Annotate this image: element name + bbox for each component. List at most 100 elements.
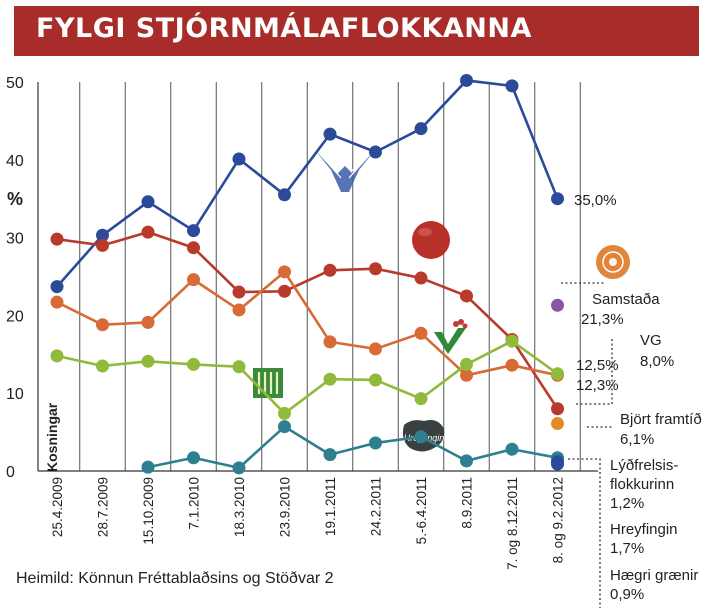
data-point: [551, 402, 564, 416]
framsokn-logo-icon: [253, 368, 283, 398]
data-point: [460, 357, 473, 371]
label-bjort-framtid: Björt framtíð: [620, 411, 702, 428]
vg-logo-icon: [434, 319, 468, 354]
label-d-value: 35,0%: [574, 192, 617, 209]
label-vg: VG: [640, 332, 662, 349]
series-line: [56, 339, 559, 415]
data-point: [187, 224, 200, 238]
data-point: [232, 285, 246, 299]
series-line: [56, 270, 558, 377]
y-tick-label: 20: [6, 308, 24, 325]
x-tick-label: 19.1.2011: [323, 477, 338, 536]
data-point: [551, 192, 564, 206]
series-group: [50, 73, 564, 475]
data-point: [369, 436, 382, 450]
label-value-125: 12,5%: [576, 357, 619, 374]
data-point: [278, 188, 291, 202]
red-ball-logo-icon: [412, 221, 450, 259]
series-line: [56, 230, 559, 410]
data-point: [141, 354, 155, 368]
data-point: [278, 284, 291, 298]
data-point: [414, 430, 428, 444]
data-point: [551, 367, 564, 381]
y-tick-label: 10: [6, 386, 24, 403]
label-hreyfingin: Hreyfingin: [610, 521, 678, 538]
label-hreyfingin-value: 1,7%: [610, 540, 644, 557]
chart-title: FYLGI STJÓRNMÁLAFLOKKANNA: [36, 13, 532, 44]
data-point: [323, 448, 337, 462]
data-point: [278, 420, 291, 434]
x-tick-label: 18.3.2010: [232, 477, 247, 537]
data-point: [232, 303, 246, 317]
y-tick-label: 40: [6, 153, 24, 170]
data-point: [141, 460, 155, 474]
data-point: [323, 263, 337, 277]
x-tick-label: 5.-6.4.2011: [414, 477, 429, 544]
label-value-123: 12,3%: [576, 377, 619, 394]
data-point: [460, 368, 473, 382]
data-point: [505, 442, 519, 456]
data-point: [141, 195, 155, 209]
data-point: [50, 232, 64, 246]
data-point: [414, 392, 428, 406]
source-note: Heimild: Könnun Fréttablaðsins og Stöðva…: [16, 570, 334, 587]
data-point: [414, 271, 428, 285]
extra-point: [551, 298, 564, 312]
y-tick-labels: 0 10 20 30 40 50: [6, 75, 24, 481]
x-tick-label: 24.2.2011: [369, 477, 384, 536]
data-point: [50, 295, 64, 309]
x-tick-label: 23.9.2010: [278, 477, 293, 537]
extra-point: [551, 457, 564, 471]
data-point: [505, 79, 519, 93]
kosningar-label: Kosningar: [44, 402, 60, 472]
data-point: [278, 265, 291, 279]
data-point: [50, 349, 64, 363]
data-point: [187, 357, 200, 371]
y-tick-label: 50: [6, 75, 24, 92]
x-tick-label: 8. og 9.2.2012: [551, 477, 566, 563]
data-point: [460, 454, 473, 468]
falcon-logo-icon: [315, 150, 375, 192]
data-point: [232, 360, 246, 374]
data-point: [369, 145, 382, 159]
data-point: [141, 225, 155, 239]
data-point: [369, 262, 382, 276]
axes: [37, 82, 598, 472]
leader-lines: [561, 282, 613, 608]
data-point: [96, 228, 109, 242]
data-point: [369, 342, 382, 356]
data-point: [323, 335, 337, 349]
data-point: [187, 273, 200, 287]
x-tick-label: 15.10.2009: [141, 477, 156, 545]
data-point: [460, 289, 473, 303]
data-point: [187, 451, 200, 465]
data-point: [96, 238, 109, 252]
data-point: [369, 373, 382, 387]
x-tick-label: 7.1.2010: [187, 477, 202, 530]
data-point: [414, 326, 428, 340]
grid-lines: [79, 82, 581, 471]
data-point: [278, 406, 291, 420]
y-tick-label: 0: [6, 464, 15, 481]
data-point: [323, 372, 337, 386]
extra-points-group: [551, 298, 564, 471]
data-point: [50, 280, 64, 294]
data-point: [414, 122, 428, 136]
data-point: [505, 358, 519, 372]
data-point: [232, 461, 246, 475]
data-point: [187, 241, 200, 255]
data-point: [460, 73, 473, 87]
label-samstada-value: 21,3%: [581, 311, 624, 328]
extra-point: [551, 417, 564, 431]
x-tick-label: 25.4.2009: [50, 477, 65, 537]
series-line: [56, 79, 559, 288]
x-tick-label: 7. og 8.12.2011: [505, 477, 520, 570]
label-haegri-graenir: Hægri grænir: [610, 567, 698, 584]
data-point: [141, 315, 155, 329]
series-line: [147, 425, 558, 470]
x-tick-label: 8.9.2011: [460, 477, 475, 529]
label-lydfrelsis-value: 1,2%: [610, 495, 644, 512]
y-tick-label: 30: [6, 231, 24, 248]
data-point: [323, 127, 337, 141]
